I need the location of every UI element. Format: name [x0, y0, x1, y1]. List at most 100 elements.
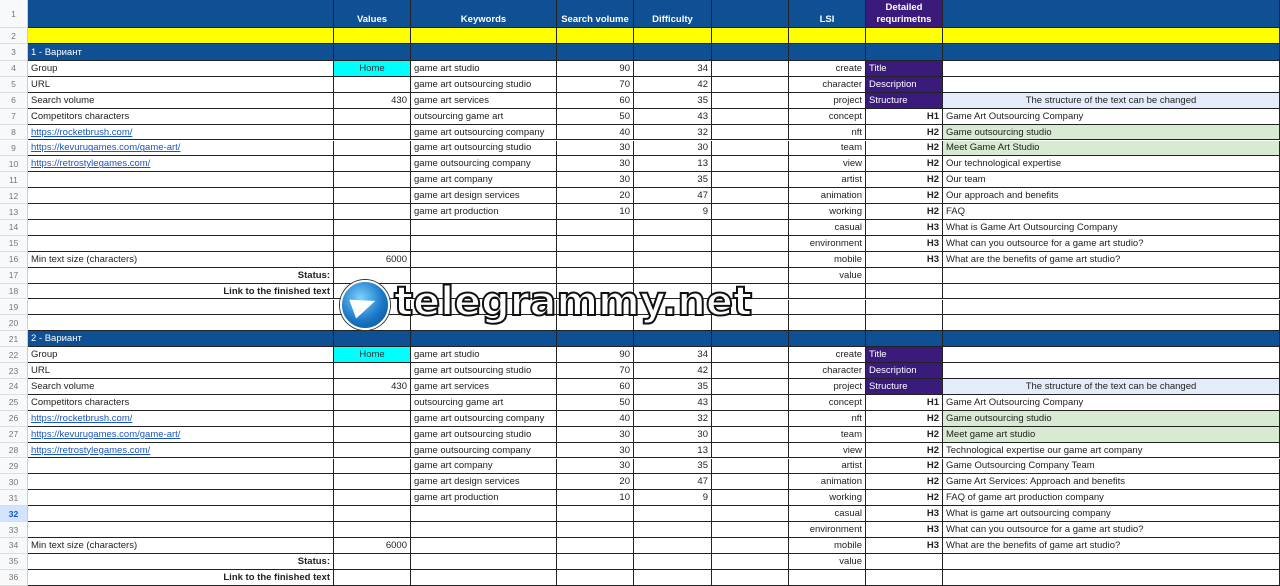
- cell-structure-text[interactable]: Our team: [943, 172, 1280, 189]
- cell-label[interactable]: [28, 522, 334, 538]
- cell-values[interactable]: [334, 490, 411, 507]
- cell-label[interactable]: [28, 188, 334, 205]
- row-header[interactable]: 20: [0, 315, 28, 332]
- cell-difficulty[interactable]: [634, 251, 712, 268]
- cell-values[interactable]: [334, 188, 411, 205]
- cell-keyword[interactable]: [411, 315, 557, 332]
- row-header[interactable]: 16: [0, 251, 28, 268]
- column-header-structure-text[interactable]: [943, 0, 1280, 28]
- cell-lsi[interactable]: [789, 299, 866, 316]
- cell-empty[interactable]: [712, 283, 789, 300]
- cell-empty[interactable]: [712, 553, 789, 570]
- cell-label[interactable]: https://rocketbrush.com/: [28, 410, 334, 427]
- cell-empty[interactable]: [712, 28, 789, 44]
- cell-difficulty[interactable]: 47: [634, 188, 712, 205]
- row-header[interactable]: 12: [0, 188, 28, 205]
- row-header[interactable]: 28: [0, 442, 28, 459]
- cell-label[interactable]: Link to the finished text: [28, 283, 334, 300]
- cell-empty[interactable]: [712, 442, 789, 459]
- cell-lsi[interactable]: view: [789, 156, 866, 173]
- cell-difficulty[interactable]: 9: [634, 204, 712, 220]
- cell-difficulty[interactable]: 13: [634, 156, 712, 173]
- row-header[interactable]: 35: [0, 553, 28, 570]
- cell-empty[interactable]: [712, 44, 789, 61]
- cell-requirement[interactable]: H2: [866, 124, 943, 141]
- cell-keyword[interactable]: game art outsourcing studio: [411, 363, 557, 379]
- cell-empty[interactable]: [712, 410, 789, 427]
- cell-lsi[interactable]: working: [789, 490, 866, 507]
- cell-structure-text[interactable]: Game Art Outsourcing Company: [943, 394, 1280, 411]
- cell-empty[interactable]: [712, 188, 789, 205]
- cell-search-volume[interactable]: [557, 522, 634, 538]
- cell-structure-text[interactable]: Game outsourcing studio: [943, 410, 1280, 427]
- cell-values[interactable]: [334, 426, 411, 443]
- row-header[interactable]: 21: [0, 331, 28, 348]
- cell-empty[interactable]: [712, 140, 789, 157]
- cell-keyword[interactable]: game art outsourcing studio: [411, 426, 557, 443]
- cell-structure-text[interactable]: Meet game art studio: [943, 426, 1280, 443]
- cell-label[interactable]: Status:: [28, 553, 334, 570]
- cell-values[interactable]: [334, 299, 411, 316]
- cell-lsi[interactable]: [789, 28, 866, 44]
- cell-empty[interactable]: [712, 379, 789, 395]
- cell-label[interactable]: [28, 220, 334, 236]
- row-header[interactable]: 30: [0, 474, 28, 491]
- cell-lsi[interactable]: team: [789, 140, 866, 157]
- cell-lsi[interactable]: value: [789, 267, 866, 284]
- cell-keyword[interactable]: game art design services: [411, 474, 557, 491]
- cell-keyword[interactable]: game art outsourcing studio: [411, 76, 557, 93]
- cell-search-volume[interactable]: 30: [557, 426, 634, 443]
- cell-search-volume[interactable]: 20: [557, 474, 634, 491]
- cell-lsi[interactable]: mobile: [789, 251, 866, 268]
- cell-difficulty[interactable]: 35: [634, 172, 712, 189]
- cell-search-volume[interactable]: 30: [557, 458, 634, 475]
- row-header[interactable]: 24: [0, 379, 28, 395]
- cell-keyword[interactable]: outsourcing game art: [411, 394, 557, 411]
- cell-lsi[interactable]: artist: [789, 458, 866, 475]
- cell-requirement[interactable]: H3: [866, 235, 943, 252]
- cell-lsi[interactable]: environment: [789, 235, 866, 252]
- cell-values[interactable]: [334, 522, 411, 538]
- cell-values[interactable]: [334, 28, 411, 44]
- cell-lsi[interactable]: create: [789, 61, 866, 77]
- cell-requirement[interactable]: [866, 283, 943, 300]
- cell-label[interactable]: [28, 299, 334, 316]
- cell-structure-text[interactable]: [943, 299, 1280, 316]
- cell-requirement[interactable]: H3: [866, 220, 943, 236]
- cell-difficulty[interactable]: [634, 506, 712, 523]
- cell-empty[interactable]: [712, 61, 789, 77]
- cell-requirement[interactable]: H2: [866, 458, 943, 475]
- cell-structure-text[interactable]: [943, 28, 1280, 44]
- cell-difficulty[interactable]: 13: [634, 442, 712, 459]
- cell-empty[interactable]: [712, 458, 789, 475]
- cell-requirement[interactable]: Title: [866, 347, 943, 364]
- cell-empty[interactable]: [712, 251, 789, 268]
- cell-lsi[interactable]: animation: [789, 188, 866, 205]
- row-header[interactable]: 34: [0, 538, 28, 554]
- cell-values[interactable]: 6000: [334, 538, 411, 554]
- cell-keyword[interactable]: game art services: [411, 92, 557, 109]
- cell-lsi[interactable]: [789, 315, 866, 332]
- cell-label[interactable]: [28, 172, 334, 189]
- cell-search-volume[interactable]: 70: [557, 363, 634, 379]
- cell-keyword[interactable]: [411, 267, 557, 284]
- cell-search-volume[interactable]: 40: [557, 410, 634, 427]
- cell-requirement[interactable]: [866, 553, 943, 570]
- cell-keyword[interactable]: game art studio: [411, 61, 557, 77]
- cell-empty[interactable]: [712, 426, 789, 443]
- cell-lsi[interactable]: environment: [789, 522, 866, 538]
- cell-structure-text[interactable]: Game Art Outsourcing Company: [943, 108, 1280, 125]
- row-header[interactable]: 2: [0, 28, 28, 44]
- cell-empty[interactable]: [712, 474, 789, 491]
- cell-structure-text[interactable]: [943, 347, 1280, 364]
- cell-keyword[interactable]: game art design services: [411, 188, 557, 205]
- cell-difficulty[interactable]: [634, 553, 712, 570]
- row-header[interactable]: 5: [0, 76, 28, 93]
- cell-keyword[interactable]: game art company: [411, 172, 557, 189]
- cell-difficulty[interactable]: [634, 283, 712, 300]
- column-header-keyword[interactable]: Keywords: [411, 0, 557, 28]
- cell-requirement[interactable]: Structure: [866, 92, 943, 109]
- cell-difficulty[interactable]: [634, 299, 712, 316]
- cell-search-volume[interactable]: [557, 251, 634, 268]
- cell-empty[interactable]: [712, 394, 789, 411]
